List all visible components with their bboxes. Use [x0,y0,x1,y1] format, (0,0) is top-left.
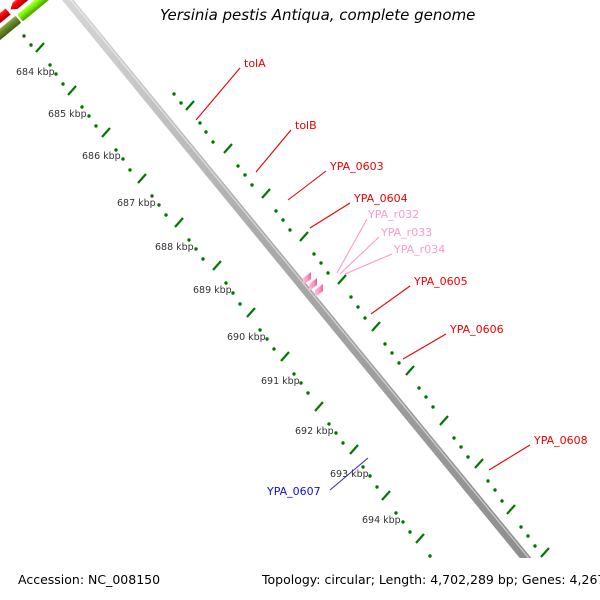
gene-label-YPA_0606[interactable]: YPA_0606 [449,323,504,336]
gene-label-YPA_0604[interactable]: YPA_0604 [353,192,408,205]
gene-label-YPA_0607[interactable]: YPA_0607 [266,485,321,498]
ruler-label-693: 693 kbp [330,469,369,480]
page-title: Yersinia pestis Antiqua, complete genome [160,6,475,24]
ruler-labels: 684 kbp 685 kbp 686 kbp 687 kbp 688 kbp … [16,67,435,569]
ruler-label-685: 685 kbp [48,109,87,120]
gene-label-YPA_r034[interactable]: YPA_r034 [393,243,445,256]
leader-YPA_0606 [402,333,447,360]
gene-arrow-red[interactable] [8,0,46,13]
footer-bar: Accession: NC_008150 Topology: circular;… [0,558,600,600]
leader-YPA_0603 [287,170,327,201]
ruler-label-692: 692 kbp [295,426,334,437]
leader-YPA_r032 [336,218,368,274]
leader-tolA [195,67,241,121]
ruler-label-686: 686 kbp [82,151,121,162]
gene-features [0,0,323,297]
leader-YPA_0605 [370,285,411,315]
label-leader-lines [195,67,531,491]
gene-bar-olive[interactable] [0,16,21,64]
gene-label-YPA_r032[interactable]: YPA_r032 [367,208,419,221]
gene-label-YPA_0603[interactable]: YPA_0603 [329,160,384,173]
ruler-label-694: 694 kbp [362,515,401,526]
gene-label-YPA_0605[interactable]: YPA_0605 [413,275,468,288]
leader-YPA_r034 [344,253,393,275]
ruler-major-ticks [35,42,550,558]
genome-stats-text: Topology: circular; Length: 4,702,289 bp… [261,572,600,587]
ruler-label-690: 690 kbp [227,332,266,343]
gene-label-tolB[interactable]: tolB [295,119,317,132]
ruler-label-688: 688 kbp [155,242,194,253]
ruler-label-689: 689 kbp [193,285,232,296]
ruler-label-687: 687 kbp [117,198,156,209]
ruler-label-691: 691 kbp [261,376,300,387]
ruler-track [22,34,564,581]
ruler-label-684: 684 kbp [16,67,55,78]
gene-label-YPA_0608[interactable]: YPA_0608 [533,434,588,447]
trna-chevrons[interactable] [303,272,323,297]
gene-bar-green-tolA[interactable] [17,0,66,21]
accession-text: Accession: NC_008150 [18,572,160,587]
leader-YPA_r033 [339,236,380,275]
gene-labels: tolA tolB YPA_0603 YPA_0604 YPA_r032 YPA… [244,57,588,498]
leader-YPA_0608 [488,444,531,471]
leader-tolB [255,129,292,173]
gene-label-YPA_r033[interactable]: YPA_r033 [380,226,432,239]
leader-YPA_0604 [309,202,351,229]
gene-label-tolA[interactable]: tolA [244,57,266,70]
genome-backbone [62,0,564,600]
leader-YPA_0607 [329,457,369,491]
